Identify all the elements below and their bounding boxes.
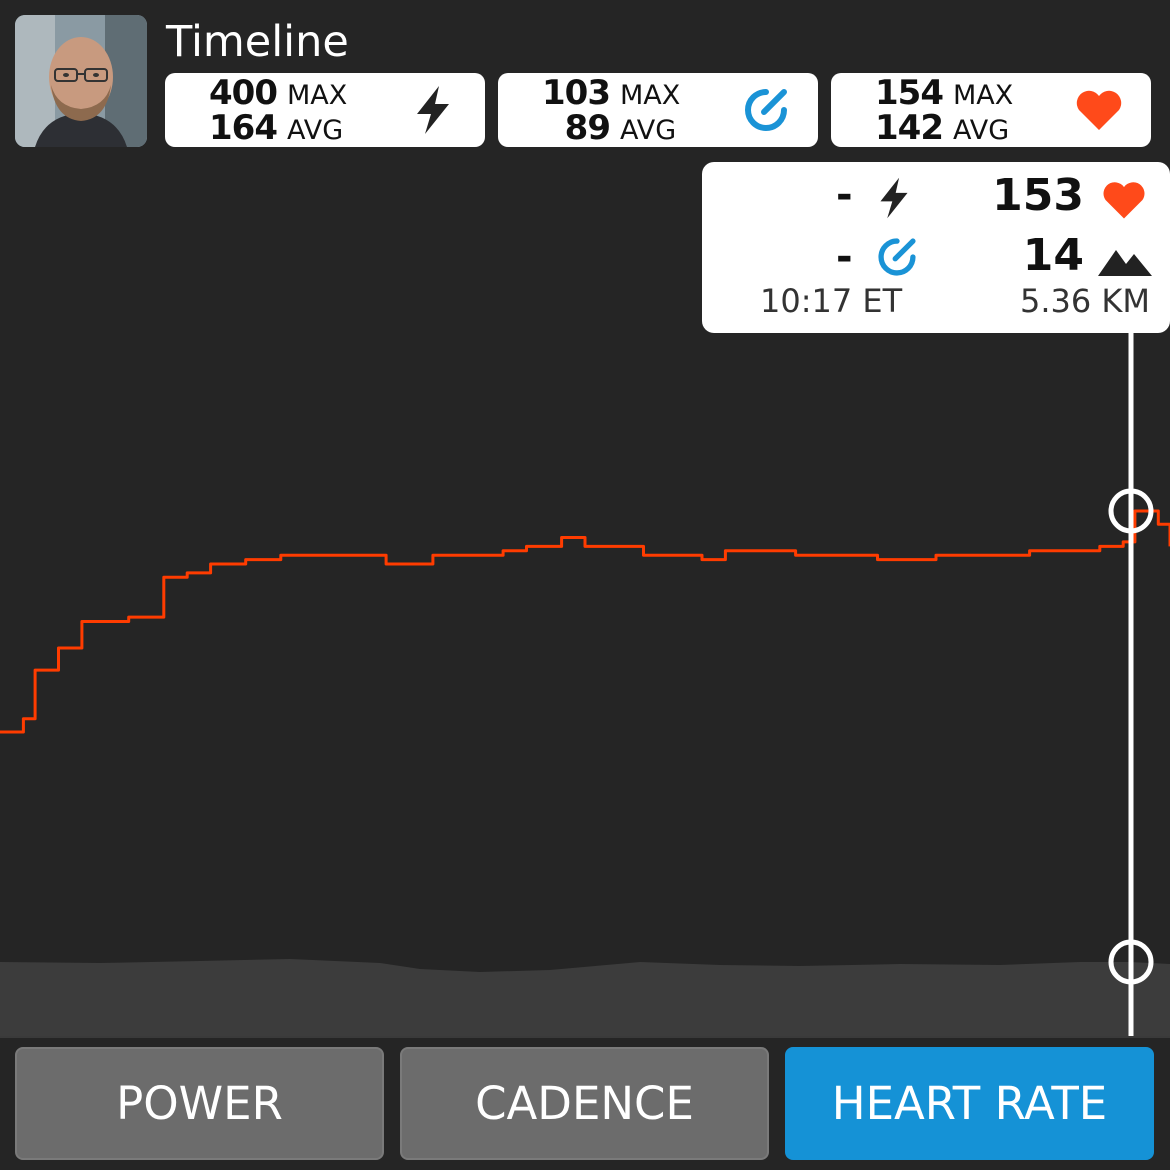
heart-rate-max-label: MAX bbox=[953, 80, 1014, 111]
tooltip-heart-rate-value: 153 bbox=[992, 170, 1084, 221]
mountain-icon bbox=[1098, 250, 1152, 276]
lightning-bolt-icon bbox=[417, 86, 449, 134]
heart-rate-chart[interactable] bbox=[0, 0, 1170, 1036]
cadence-gauge-icon bbox=[745, 89, 787, 131]
cadence-avg-label: AVG bbox=[620, 115, 677, 146]
tab-cadence[interactable]: CADENCE bbox=[400, 1047, 769, 1160]
heart-rate-max-value: 154 bbox=[875, 73, 944, 113]
tooltip-time: 10:17 ET bbox=[760, 282, 903, 320]
power-max-value: 400 bbox=[209, 73, 278, 113]
power-summary-card[interactable]: 400 MAX 164 AVG bbox=[165, 73, 485, 147]
cursor-heart-rate-marker[interactable] bbox=[1108, 488, 1154, 534]
cadence-max-value: 103 bbox=[542, 73, 611, 113]
elevation-profile-area bbox=[0, 959, 1170, 1036]
lightning-bolt-icon bbox=[880, 177, 908, 219]
cursor-elevation-marker[interactable] bbox=[1108, 939, 1154, 985]
power-max-label: MAX bbox=[287, 80, 348, 111]
tooltip-cadence-value: - bbox=[836, 234, 853, 280]
power-avg-label: AVG bbox=[287, 115, 344, 146]
heart-rate-avg-label: AVG bbox=[953, 115, 1010, 146]
heart-rate-avg-value: 142 bbox=[875, 108, 944, 148]
cadence-max-label: MAX bbox=[620, 80, 681, 111]
tooltip-power-value: - bbox=[836, 172, 853, 218]
cadence-summary-card[interactable]: 103 MAX 89 AVG bbox=[498, 73, 818, 147]
tooltip-distance: 5.36 KM bbox=[1019, 282, 1150, 320]
tab-heart-rate[interactable]: HEART RATE bbox=[785, 1047, 1154, 1160]
heart-rate-summary-card[interactable]: 154 MAX 142 AVG bbox=[831, 73, 1151, 147]
tab-power[interactable]: POWER bbox=[15, 1047, 384, 1160]
cursor-tooltip: - - 10:17 ET 153 14 5.36 KM bbox=[702, 162, 1170, 333]
heart-rate-line bbox=[0, 509, 1170, 734]
heart-icon bbox=[1103, 182, 1145, 219]
tooltip-elevation-value: 14 bbox=[1022, 230, 1084, 281]
cadence-avg-value: 89 bbox=[564, 108, 611, 148]
page-title: Timeline bbox=[166, 17, 349, 67]
heart-icon bbox=[1076, 90, 1122, 130]
cadence-gauge-icon bbox=[878, 238, 916, 276]
avatar-photo bbox=[15, 15, 147, 147]
power-avg-value: 164 bbox=[209, 108, 278, 148]
avatar[interactable] bbox=[15, 15, 147, 147]
